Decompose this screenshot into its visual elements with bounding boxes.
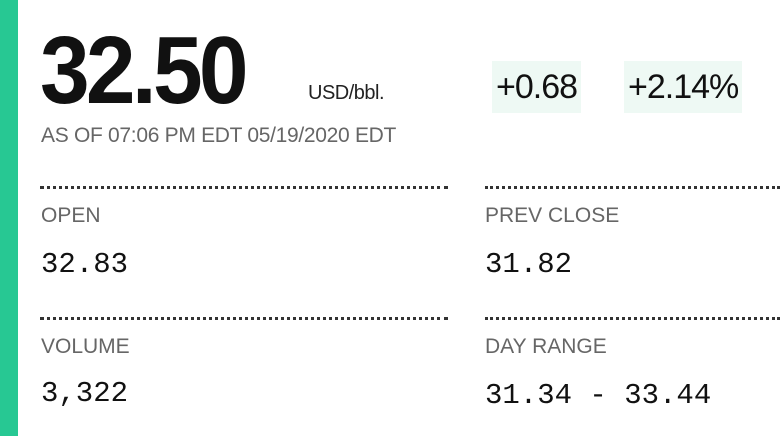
- divider: [40, 317, 448, 320]
- prev-close-value: 31.82: [485, 248, 573, 281]
- volume-value: 3,322: [41, 377, 129, 410]
- as-of-timestamp: AS OF 07:06 PM EDT 05/19/2020 EDT: [41, 124, 397, 147]
- divider: [40, 186, 448, 189]
- divider: [485, 186, 780, 189]
- accent-bar: [0, 0, 18, 436]
- change-badge: +0.68: [492, 61, 582, 113]
- divider: [485, 317, 780, 320]
- prev-close-label: PREV CLOSE: [485, 204, 620, 227]
- day-range-label: DAY RANGE: [485, 335, 607, 358]
- price: 32.50: [40, 17, 249, 124]
- price-unit: USD/bbl.: [308, 82, 385, 104]
- change-percent-badge: +2.14%: [624, 61, 743, 113]
- open-label: OPEN: [41, 204, 101, 227]
- volume-label: VOLUME: [41, 335, 130, 358]
- open-value: 32.83: [41, 248, 129, 281]
- day-range-value: 31.34 - 33.44: [485, 379, 712, 412]
